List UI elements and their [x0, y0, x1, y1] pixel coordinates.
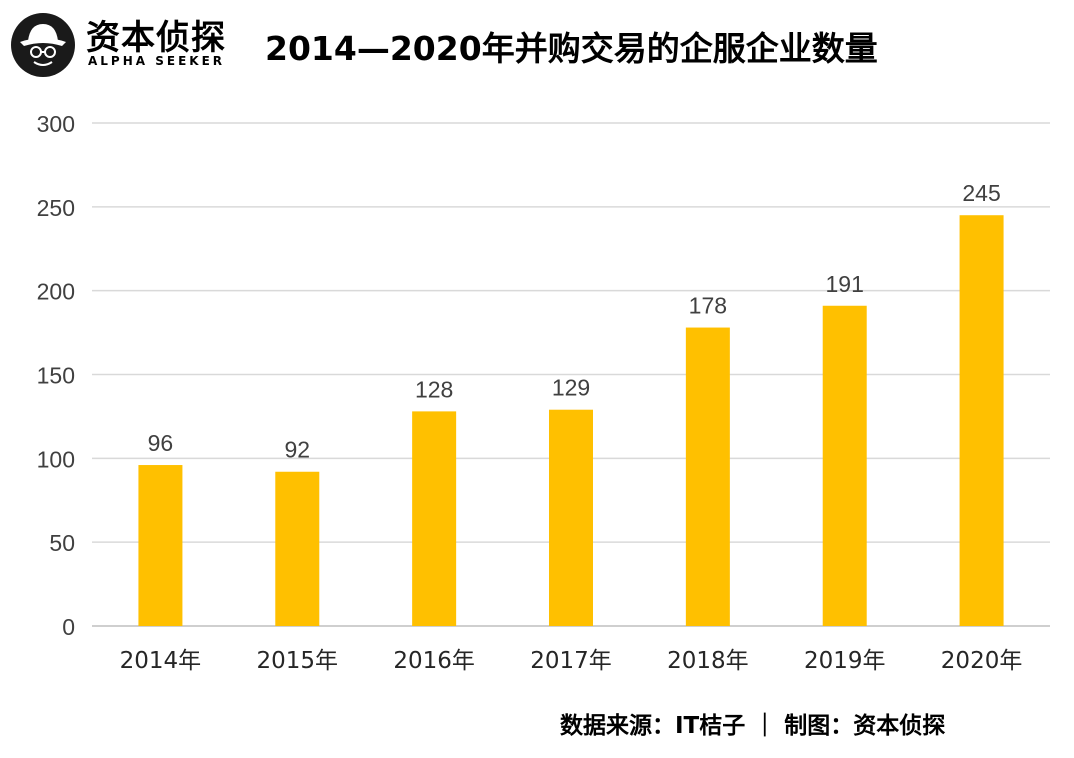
bar-chart: 0 50 100 150 200 250 300 96 2014年 92 2015年 128 2016年…: [37, 111, 1050, 674]
y-tick-label: 150: [37, 363, 75, 389]
data-label: 191: [826, 271, 864, 297]
bar: [138, 465, 183, 626]
data-label: 129: [552, 375, 590, 401]
x-tick-label: 2016年: [393, 648, 475, 674]
data-label: 178: [689, 293, 727, 319]
data-label: 96: [148, 430, 174, 456]
y-tick-label: 100: [37, 446, 75, 472]
data-label: 92: [284, 437, 310, 463]
bar: [412, 411, 457, 626]
x-tick-label: 2017年: [530, 648, 612, 674]
bar: [822, 305, 867, 626]
bar: [959, 215, 1004, 626]
data-source-note: 数据来源：IT桔子 ｜ 制图：资本侦探: [560, 713, 946, 739]
bar: [549, 409, 593, 626]
header: 资本侦探 ALPHA SEEKER 2014—2020年并购交易的企服企业数量: [0, 0, 1074, 90]
detective-hat-icon: [11, 13, 75, 77]
brand-name: 资本侦探: [86, 18, 226, 58]
data-label: 245: [962, 180, 1000, 206]
data-label: 128: [415, 376, 453, 402]
y-tick-label: 200: [37, 279, 75, 305]
x-tick-label: 2014年: [120, 648, 202, 674]
y-tick-label: 300: [37, 111, 75, 137]
x-tick-label: 2015年: [257, 648, 339, 674]
bar: [685, 327, 730, 626]
y-tick-label: 250: [37, 195, 75, 221]
x-tick-label: 2019年: [804, 648, 886, 674]
y-tick-label: 0: [62, 614, 75, 640]
y-tick-label: 50: [49, 530, 75, 556]
x-tick-label: 2018年: [667, 648, 749, 674]
bar: [275, 471, 320, 626]
chart-title: 2014—2020年并购交易的企服企业数量: [265, 29, 878, 68]
x-tick-label: 2020年: [941, 648, 1023, 674]
brand-subtitle: ALPHA SEEKER: [88, 54, 226, 68]
